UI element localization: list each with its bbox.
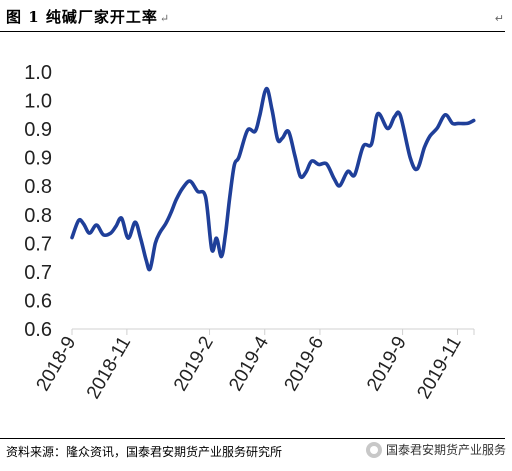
watermark: 国泰君安期货产业服务	[365, 441, 506, 458]
x-tick-label: 2019-9	[363, 333, 411, 395]
x-tick-label: 2019-4	[225, 333, 273, 395]
y-tick-label: 0.9	[24, 119, 52, 141]
series-line	[70, 86, 476, 272]
x-tick-label: 2019-6	[281, 333, 329, 395]
y-tick-label: 1.0	[24, 62, 52, 84]
y-tick-label: 0.9	[24, 148, 52, 170]
y-tick-label: 0.8	[24, 176, 52, 198]
watermark-text: 国泰君安期货产业服务	[385, 443, 506, 457]
bottom-rule	[0, 438, 505, 439]
y-axis-ticks: 0.6 0.6 0.7 0.7 0.8 0.8 0.9 0.9 1.0 1.0	[24, 62, 52, 341]
paragraph-mark-icon: ↵	[494, 12, 504, 25]
x-tick-label: 2019-2	[170, 333, 218, 395]
x-axis-ticks: 2018-9 2018-11 2019-2 2019-4 2019-6 2019-9 201…	[33, 329, 475, 403]
figure-title: 图 1 纯碱厂家开工率 ↵	[6, 6, 170, 27]
y-tick-label: 1.0	[24, 91, 52, 113]
y-tick-label: 0.7	[24, 233, 52, 255]
x-tick-label: 2018-9	[33, 333, 81, 395]
utilization-line-chart: 0.60.60.70.70.80.80.90.91.01.0 2018-9 201…	[24, 62, 476, 403]
y-tick-label: 0.7	[24, 262, 52, 284]
top-rule	[0, 31, 505, 32]
y-tick-label: 0.6	[24, 290, 52, 312]
figure-title-text: 图 1 纯碱厂家开工率	[6, 8, 158, 26]
series-lines	[70, 86, 476, 272]
paragraph-mark-icon: ↵	[159, 12, 171, 25]
y-tick-label: 0.6	[24, 319, 52, 341]
wechat-account-icon	[365, 441, 382, 458]
x-tick-label: 2019-11	[413, 333, 465, 403]
source-note: 资料来源：隆众资讯，国泰君安期货产业服务研究所	[6, 445, 283, 459]
x-tick-label: 2018-11	[83, 333, 135, 403]
y-tick-label: 0.8	[24, 205, 52, 227]
